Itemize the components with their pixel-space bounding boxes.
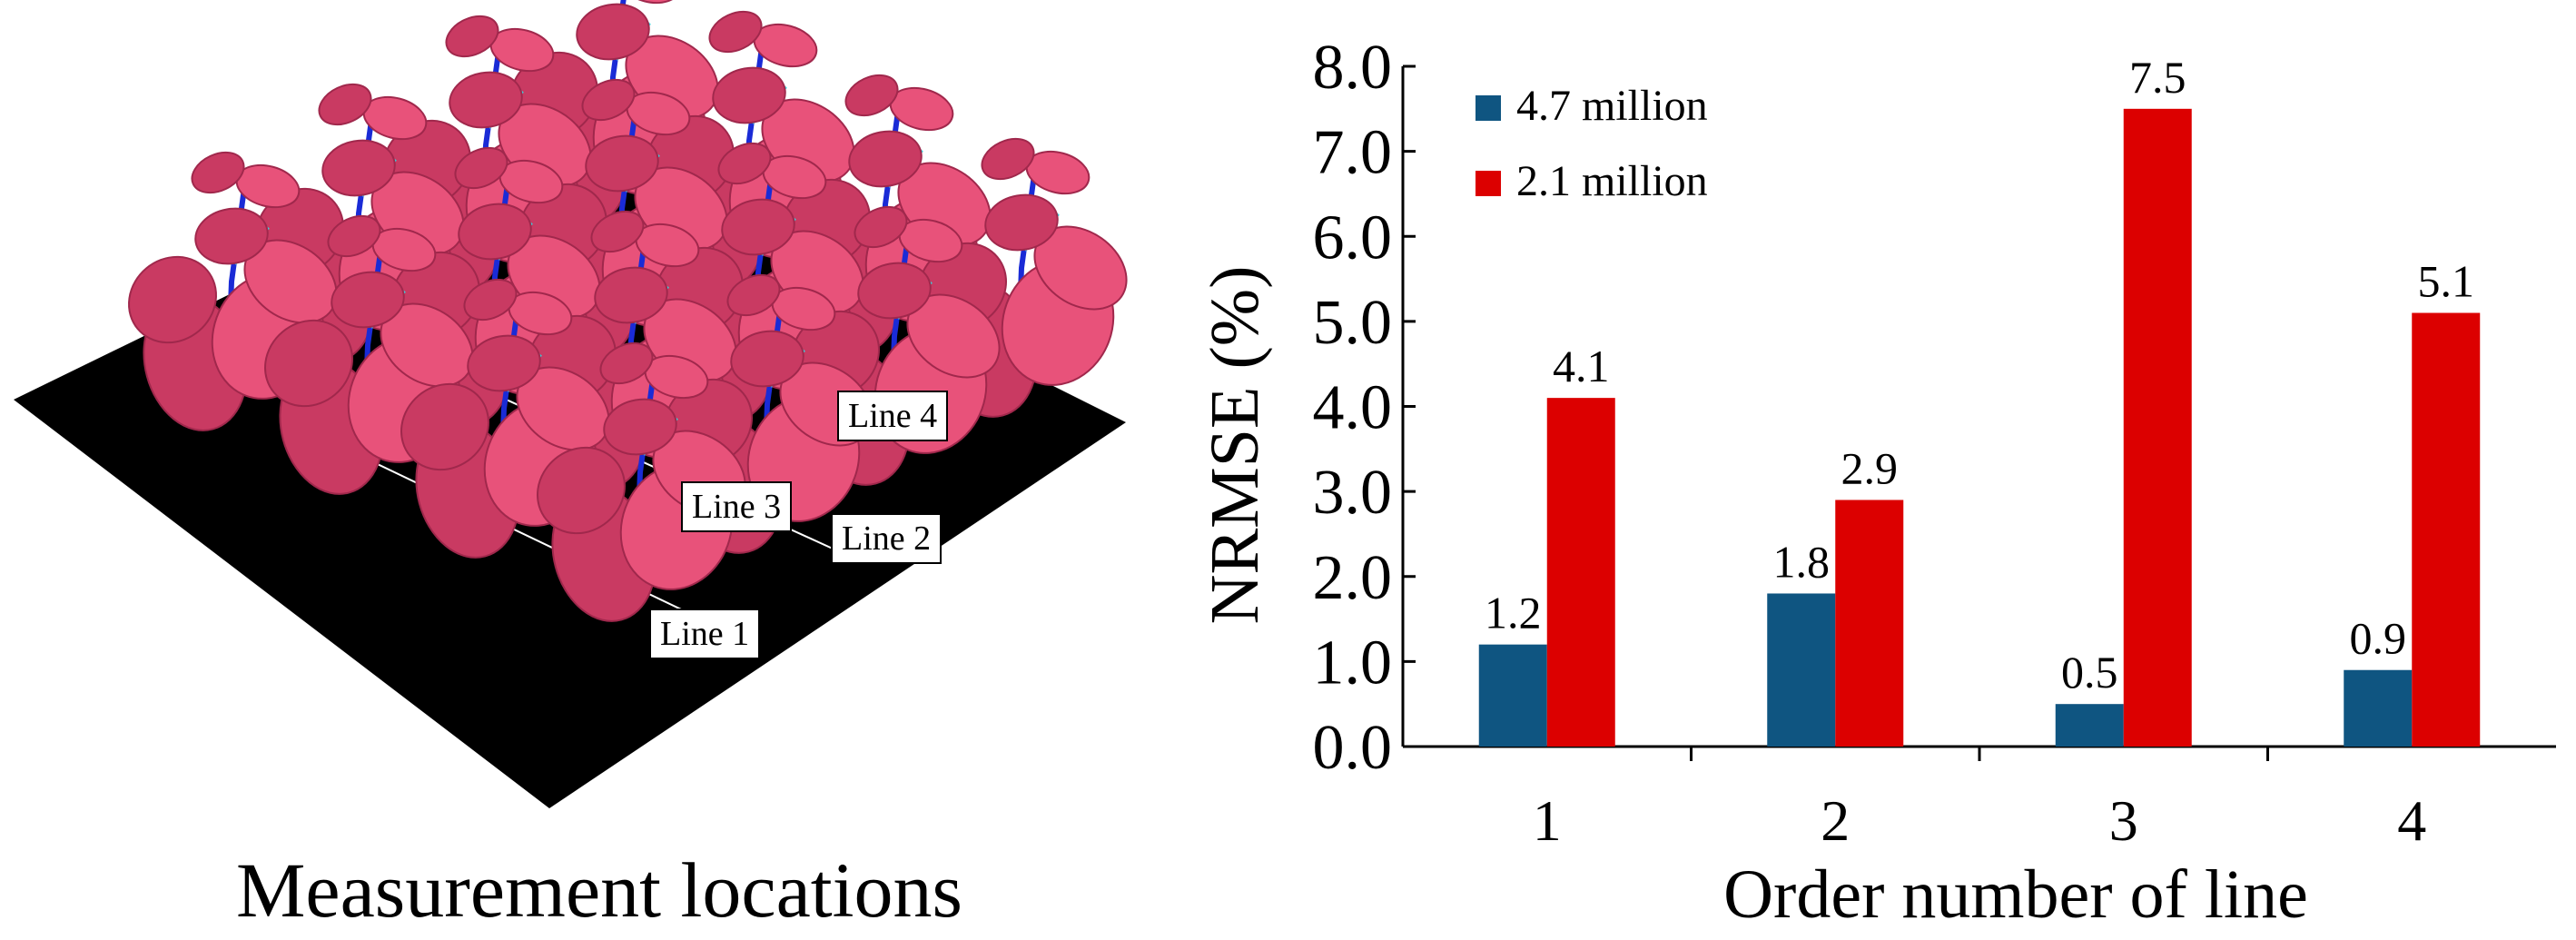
chart-svg: 0.0 1.0 2.0 3.0 4.0 5.0 6.0 7.0 8.0 1 2 3 4 1.2 1.8 0.… [1197,33,2556,933]
y-tick-label: 2.0 [1313,543,1393,613]
plant-leaf [194,207,269,265]
bar-series-1-cat-4 [2344,669,2413,747]
plant-leaf [463,278,518,322]
plant-leaf [599,341,654,385]
plant-leaf [318,83,372,126]
plant-leaf [617,0,682,5]
x-tick-label: 4 [2397,788,2426,853]
plant-leaf [984,193,1059,252]
plant-leaf [191,151,245,194]
y-tick-label: 0.0 [1313,713,1393,783]
line-3-label: Line 3 [681,481,793,532]
plant-leaf [594,266,668,324]
bar-series-1-cat-2 [1767,593,1836,747]
y-tick-label: 6.0 [1313,203,1393,272]
data-label: 4.1 [1553,341,1610,391]
plant [128,151,338,431]
plant-leaf [458,203,532,261]
bar-series-2-cat-4 [2412,312,2481,747]
plant-leaf [603,398,677,456]
bar-series-2-cat-3 [2123,108,2192,747]
plant-leaf [581,78,636,122]
plant-leaf [321,139,396,197]
plant-leaf [590,210,645,253]
bar-series-1-cat-3 [2055,704,2124,747]
x-tick-label: 2 [1821,788,1850,853]
y-tick-label: 4.0 [1313,373,1393,443]
data-label: 0.5 [2061,647,2118,698]
plant-leaf [128,255,217,344]
plant-leaf [721,198,795,256]
line-4-label: Line 4 [837,391,949,441]
nrmse-bar-chart: 0.0 1.0 2.0 3.0 4.0 5.0 6.0 7.0 8.0 1 2 3 4 1.2 1.8 0.… [1153,0,2576,935]
y-axis-label: NRMSE (%) [1197,266,1273,625]
x-tick-label: 1 [1533,788,1562,853]
legend-label-2: 2.1 million [1516,157,1708,205]
canopy-illustration [14,0,1128,808]
plant [264,214,474,495]
plant-leaf [708,10,763,54]
scene-caption: Measurement locations [235,846,963,934]
data-label: 1.8 [1773,536,1831,587]
plant-leaf [981,137,1035,181]
plant-leaf [445,15,499,58]
plant-leaf [449,71,523,129]
plant [400,278,610,559]
data-label: 5.1 [2418,256,2475,307]
plant-leaf [712,66,786,124]
plant-leaf [467,334,541,392]
plant-leaf [454,146,508,190]
bar-series-1-cat-1 [1478,644,1547,747]
plant-leaf [854,205,908,249]
data-label: 7.5 [2129,52,2186,103]
x-axis-label: Order number of line [1723,856,2308,933]
y-tick-label: 7.0 [1313,118,1393,188]
x-tick-label: 3 [2109,788,2138,853]
plant-leaf [585,134,659,193]
data-label: 1.2 [1485,588,1542,638]
plant-leaf [576,3,650,61]
plant-leaf [537,446,626,535]
bar-series-2-cat-2 [1835,500,1904,747]
plant-leaf [327,214,381,258]
y-tick-label: 3.0 [1313,458,1393,528]
y-tick-label: 5.0 [1313,288,1393,358]
plant-leaf [726,273,781,317]
y-tick-label: 1.0 [1313,628,1393,698]
legend-swatch-2 [1476,171,1501,196]
data-label: 0.9 [2350,613,2407,664]
plant-leaf [331,271,405,329]
data-label: 2.9 [1841,442,1899,493]
plant-leaf [857,262,932,320]
canopy-scene: Line 1 Line 2 Line 3 Line 4 Measurement … [0,0,1180,935]
line-1-label: Line 1 [649,609,761,659]
plant-leaf [717,142,772,185]
legend-label-1: 4.7 million [1516,82,1708,130]
plant-leaf [264,319,353,408]
plant-leaf [730,330,804,388]
bar-series-2-cat-1 [1546,398,1615,747]
plant-leaf [400,382,489,471]
legend-swatch-1 [1476,95,1501,121]
plant-leaf [848,130,923,188]
plant-leaf [844,74,899,117]
line-2-label: Line 2 [831,513,943,564]
y-tick-label: 8.0 [1313,33,1393,103]
